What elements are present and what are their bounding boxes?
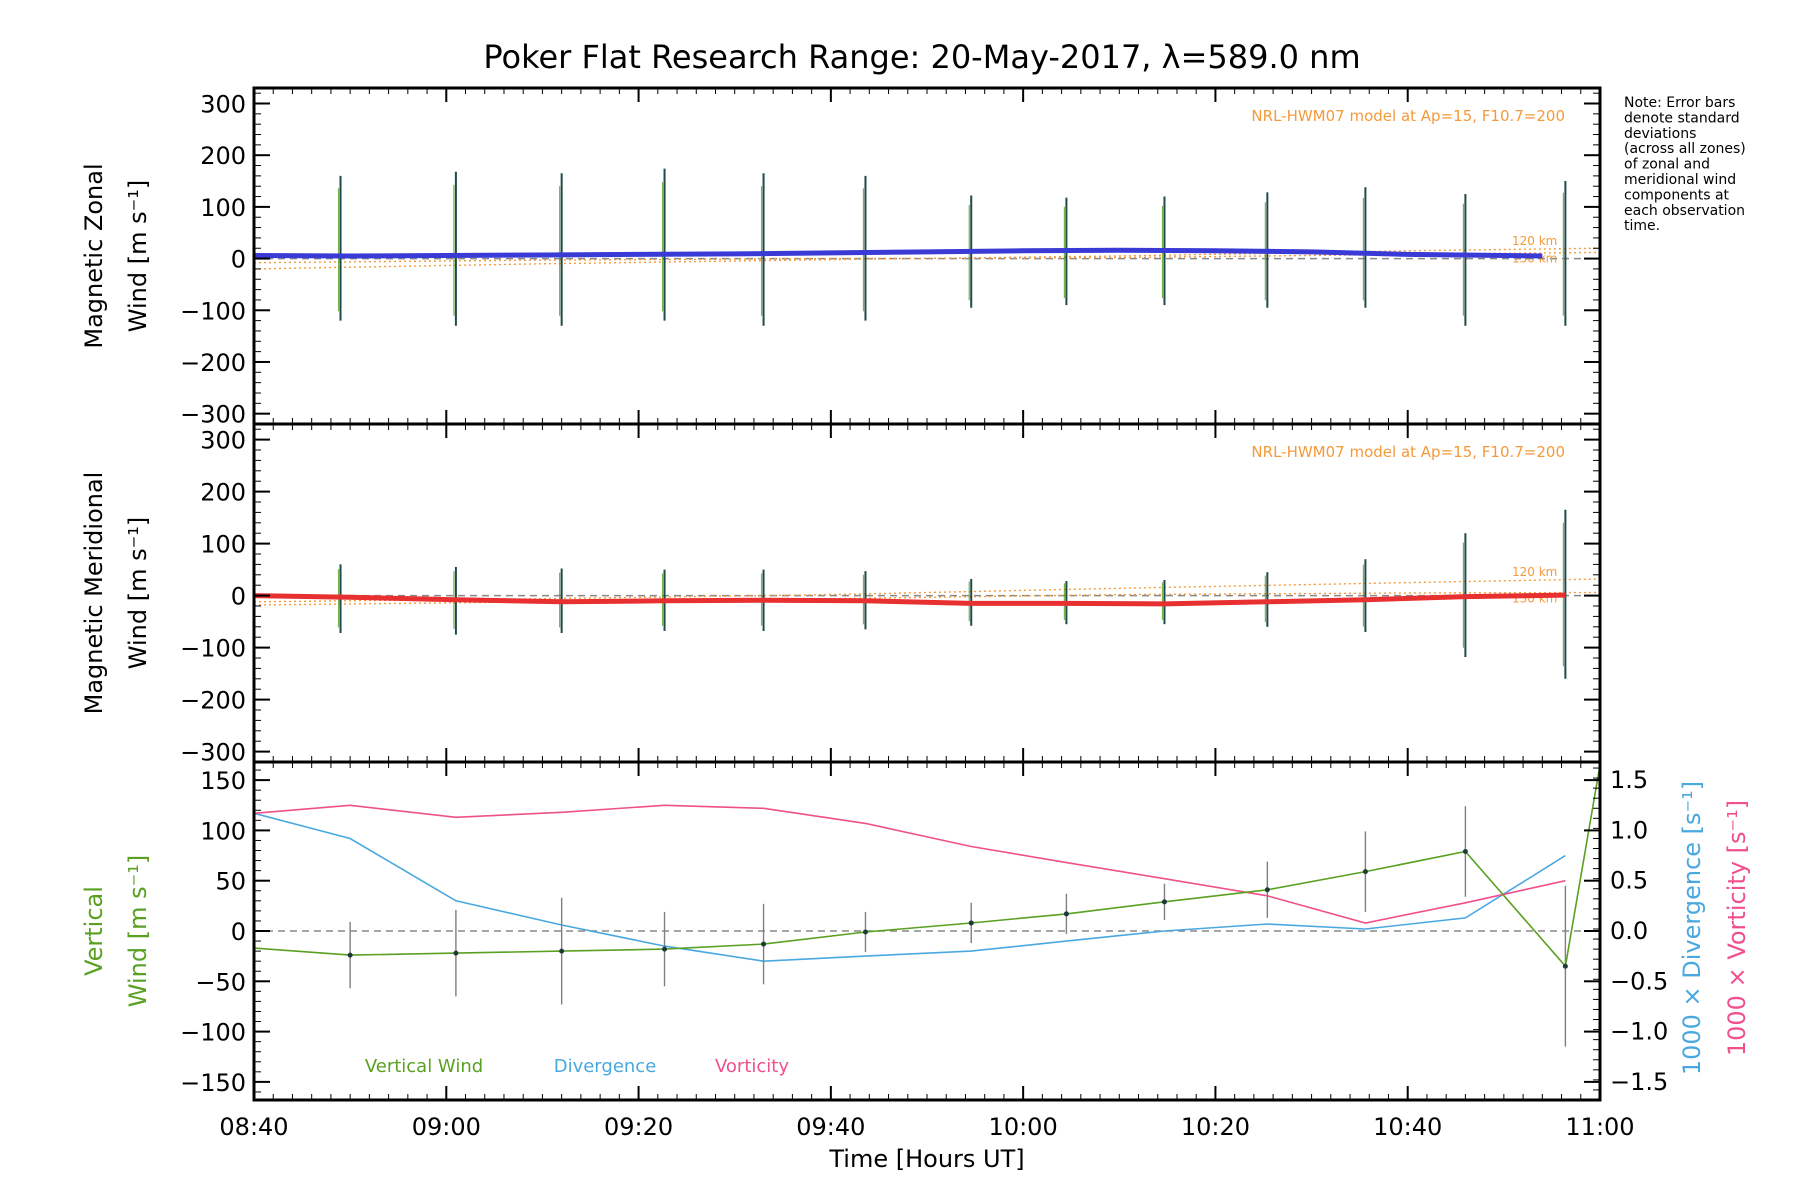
note-line: each observation xyxy=(1624,203,1745,219)
y-tick-label: 0 xyxy=(231,583,246,611)
y-tick-label: 50 xyxy=(215,868,246,896)
vertical-wind-point xyxy=(1264,887,1270,893)
y-tick-label: −100 xyxy=(180,297,246,325)
note-line: (across all zones) xyxy=(1624,141,1746,157)
vertical-wind-point xyxy=(761,941,767,947)
model-level-label: 120 km xyxy=(1512,234,1557,248)
right-axis-label-divergence: 1000 × Divergence [s⁻¹] xyxy=(1678,781,1706,1075)
vertical-wind-point xyxy=(1063,911,1069,917)
right-tick-label: −1.5 xyxy=(1610,1068,1668,1096)
chart-panel-1: NRL-HWM07 model at Ap=15, F10.7=200 120 k… xyxy=(80,86,1602,429)
note-line: denote standard xyxy=(1624,110,1740,126)
y-tick-label: −300 xyxy=(180,401,246,429)
y-tick-label: 0 xyxy=(231,918,246,946)
note-line: meridional wind xyxy=(1624,172,1736,188)
x-axis-label: Time [Hours UT] xyxy=(828,1145,1024,1173)
y-axis-label-line1: Magnetic Meridional xyxy=(80,472,108,715)
x-tick-label: 08:40 xyxy=(219,1113,288,1141)
vertical-wind-point xyxy=(347,952,353,958)
vertical-wind-point xyxy=(968,920,974,926)
legend-item: Vorticity xyxy=(715,1056,789,1077)
right-tick-label: 0.5 xyxy=(1610,867,1648,895)
vorticity-line xyxy=(253,804,1566,924)
right-tick-label: 0.0 xyxy=(1610,917,1648,945)
vertical-wind-point xyxy=(1161,899,1167,905)
y-axis-label-line1: Vertical xyxy=(80,886,108,976)
x-tick-label: 10:20 xyxy=(1181,1113,1250,1141)
vertical-wind-point xyxy=(453,950,459,956)
chart-panels: NRL-HWM07 model at Ap=15, F10.7=200 120 k… xyxy=(80,86,1751,1173)
x-tick-label: 09:20 xyxy=(604,1113,673,1141)
zonal-wind-line xyxy=(253,247,1543,259)
y-tick-label: −150 xyxy=(180,1069,246,1097)
legend-item: Vertical Wind xyxy=(365,1056,483,1077)
right-tick-label: −0.5 xyxy=(1610,967,1668,995)
right-tick-label: 1.0 xyxy=(1610,816,1648,844)
x-tick-label: 10:40 xyxy=(1373,1113,1442,1141)
note-line: time. xyxy=(1624,218,1660,234)
x-tick-label: 10:00 xyxy=(989,1113,1058,1141)
y-tick-label: 150 xyxy=(200,767,246,795)
y-tick-label: −200 xyxy=(180,687,246,715)
divergence-line xyxy=(253,812,1566,963)
meridional-wind-line xyxy=(253,592,1566,607)
y-tick-label: 0 xyxy=(231,246,246,274)
note-line: Note: Error bars xyxy=(1624,95,1735,111)
y-tick-label: 100 xyxy=(200,817,246,845)
vertical-wind-point xyxy=(559,948,565,954)
chart-title: Poker Flat Research Range: 20-May-2017, … xyxy=(483,38,1360,76)
right-tick-label: −1.0 xyxy=(1610,1018,1668,1046)
right-tick-label: 1.5 xyxy=(1610,766,1648,794)
vertical-wind-point xyxy=(1362,869,1368,875)
y-tick-label: −300 xyxy=(180,739,246,767)
y-tick-label: 300 xyxy=(200,91,246,119)
y-axis-label-line2: Wind [m s⁻¹] xyxy=(124,517,152,669)
y-tick-label: −100 xyxy=(180,635,246,663)
right-axis-label-vorticity: 1000 × Vorticity [s⁻¹] xyxy=(1723,800,1751,1056)
model-label: NRL-HWM07 model at Ap=15, F10.7=200 xyxy=(1251,107,1565,125)
note-line: of zonal and xyxy=(1624,157,1710,173)
vertical-wind-point xyxy=(1462,849,1468,855)
x-tick-label: 09:40 xyxy=(796,1113,865,1141)
y-tick-label: −50 xyxy=(195,968,246,996)
y-tick-label: 300 xyxy=(200,427,246,455)
model-label: NRL-HWM07 model at Ap=15, F10.7=200 xyxy=(1251,443,1565,461)
note-line: deviations xyxy=(1624,126,1696,142)
y-tick-label: 200 xyxy=(200,142,246,170)
y-tick-label: 100 xyxy=(200,531,246,559)
x-tick-label: 09:00 xyxy=(412,1113,481,1141)
model-level-label: 120 km xyxy=(1512,565,1557,579)
y-tick-label: 100 xyxy=(200,194,246,222)
y-tick-label: −100 xyxy=(180,1019,246,1047)
y-axis-label-line1: Magnetic Zonal xyxy=(80,163,108,348)
x-tick-label: 11:00 xyxy=(1565,1113,1634,1141)
y-tick-label: 200 xyxy=(200,479,246,507)
y-axis-label-line2: Wind [m s⁻¹] xyxy=(124,180,152,332)
chart-panel-3: −1.5 −1.0 −0.5 0.0 0.5 1.0 1.5 1000 × Divergenc… xyxy=(80,760,1751,1173)
vertical-wind-point xyxy=(662,946,668,952)
y-axis-label-line2: Wind [m s⁻¹] xyxy=(124,855,152,1007)
vertical-wind-point xyxy=(862,929,868,935)
legend-item: Divergence xyxy=(554,1056,657,1077)
chart-panel-2: NRL-HWM07 model at Ap=15, F10.7=200 120 k… xyxy=(80,422,1602,767)
vertical-wind-point xyxy=(1562,963,1568,969)
note-line: components at xyxy=(1624,187,1730,203)
y-tick-label: −200 xyxy=(180,349,246,377)
